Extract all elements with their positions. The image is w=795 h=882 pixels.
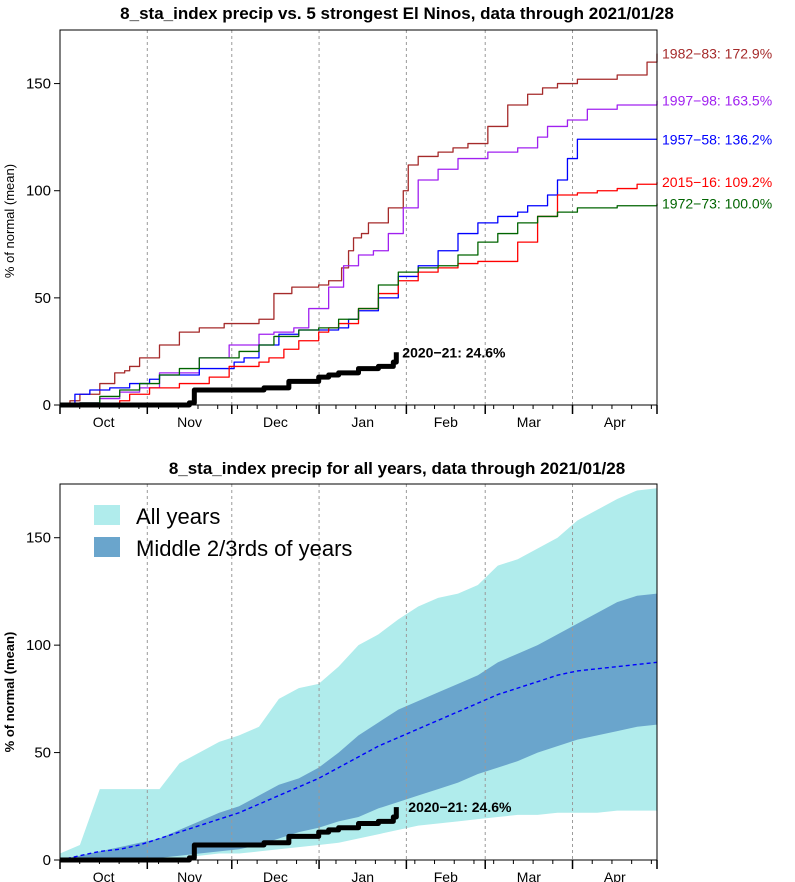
chart1-ytick-label: 0 [43,397,51,414]
series-label-1972-73: 1972−73: 100.0% [662,196,772,212]
series-line-1957-58 [60,138,657,406]
chart1-plot-frame [59,29,658,406]
series-label-1997-98: 1997−98: 163.5% [662,93,772,109]
chart2-legend: All years Middle 2/3rds of years [94,504,352,561]
chart1-ytick-label: 100 [26,183,51,200]
series-label-1982-83: 1982−83: 172.9% [662,46,772,62]
chart2-month-label: Mar [517,869,541,882]
chart1-series-lines [60,53,658,408]
chart2-month-label: Feb [434,869,458,882]
chart2-month-label: Oct [93,869,115,882]
series-line-1997-98 [60,100,658,406]
current-year-label: 2020−21: 24.6% [408,799,512,815]
chart2-month-label: Dec [263,869,288,882]
series-line-1972-73 [60,203,658,406]
chart2-plot-frame [59,483,658,861]
chart2-ytick-label: 50 [34,745,51,762]
chart1-ylabel: % of normal (mean) [2,164,17,278]
chart2-title: 8_sta_index precip for all years, data t… [169,459,625,478]
chart1-series-labels: 1982−83: 172.9% 1997−98: 163.5% 1957−58: 1… [402,46,772,361]
chart2-ytick-label: 0 [43,852,51,869]
chart2-ytick-label: 150 [26,530,51,547]
legend-swatch-all-years [94,505,120,525]
chart1-axes: Oct Nov Dec Jan Feb Mar Apr 0 50 100 150 [26,76,658,430]
chart2-month-label: Apr [604,869,626,882]
chart2-axes: Oct Nov Dec Jan Feb Mar Apr 0 50 100 150 [26,530,658,882]
chart1-ytick-label: 150 [26,76,51,93]
chart2-ytick-label: 100 [26,637,51,654]
chart1-title: 8_sta_index precip vs. 5 strongest El Ni… [120,4,674,23]
chart1-month-label: Feb [434,414,458,430]
chart1-month-label: Apr [604,414,626,430]
series-line-2020-21 [60,352,399,408]
series-line-1982-83 [60,53,658,406]
series-line-2020-21 [60,807,399,863]
chart1-ytick-label: 50 [34,290,51,307]
series-label-2020-21: 2020−21: 24.6% [402,344,506,360]
chart2-bands [60,488,657,860]
chart1-month-label: Dec [263,414,288,430]
mean-line [59,661,658,861]
chart1-month-label: Nov [177,414,202,430]
chart2-lines: 2020−21: 24.6% [59,661,658,863]
chart1-month-label: Mar [517,414,541,430]
legend-swatch-middle-two-thirds [94,537,120,557]
chart1-month-label: Oct [93,414,115,430]
chart2-ylabel: % of normal (mean) [2,632,17,753]
band-middle-two-thirds [60,593,657,860]
series-label-2015-16: 2015−16: 109.2% [662,174,772,190]
legend-label-middle-two-thirds: Middle 2/3rds of years [136,536,352,561]
chart2-month-label: Nov [177,869,202,882]
band-all-years [60,488,657,860]
chart1-month-label: Jan [351,414,374,430]
chart2-month-label: Jan [351,869,374,882]
legend-label-all-years: All years [136,504,220,529]
series-label-1957-58: 1957−58: 136.2% [662,131,772,147]
